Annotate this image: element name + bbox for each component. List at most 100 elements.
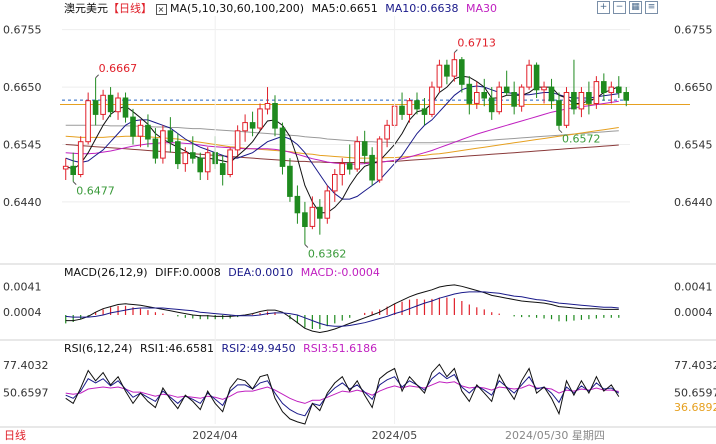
price-annotation: 0.6572 — [562, 133, 601, 146]
macd-dea-value: DEA:0.0010 — [228, 266, 294, 279]
candle-up — [62, 165, 69, 170]
candle-down — [317, 206, 323, 219]
macd-tick-right: 0.0041 — [674, 280, 713, 293]
candle-down — [279, 127, 286, 167]
price-tick-left: 0.6545 — [3, 138, 42, 151]
rsi-tick-right: 77.4032 — [674, 359, 716, 372]
candle-up — [384, 124, 390, 140]
candle-up — [608, 86, 615, 94]
rsi2-value: RSI2:49.9450 — [221, 342, 296, 355]
candle-down — [302, 212, 308, 228]
macd-tick-left: 0.0004 — [3, 306, 42, 319]
ma-toggle-icon[interactable]: × — [155, 3, 167, 15]
rsi3-value: RSI3:51.6186 — [303, 342, 378, 355]
candle-down — [272, 103, 278, 129]
price-annotation: 0.6713 — [457, 37, 496, 50]
candle-up — [77, 141, 84, 175]
macd-value: MACD:-0.0004 — [300, 266, 380, 279]
macd-diff-line — [65, 284, 619, 334]
footer-period-label[interactable]: 日线 — [4, 429, 26, 442]
annotation-leader — [72, 181, 77, 185]
rsi-header: RSI(6,12,24) RSI1:46.6581 RSI2:49.9450 R… — [64, 342, 377, 356]
candle-up — [100, 94, 106, 115]
candle-up — [518, 86, 525, 107]
price-tick-left: 0.6440 — [3, 196, 42, 209]
ma5-line — [65, 75, 620, 214]
ma60-line — [65, 127, 619, 159]
candle-down — [466, 83, 473, 104]
time-tick-label: 2024/05 — [372, 429, 418, 442]
candle-down — [294, 195, 301, 214]
candle-down — [190, 152, 196, 159]
candle-down — [571, 92, 577, 110]
macd-dea-line — [65, 291, 619, 327]
candle-up — [339, 163, 345, 176]
macd-diff-value: DIFF:0.0008 — [155, 266, 221, 279]
candle-up — [182, 152, 189, 165]
candle-down — [421, 108, 428, 115]
rsi1-line — [65, 363, 620, 425]
candle-up — [496, 86, 502, 113]
price-tick-right: 0.6545 — [674, 138, 713, 151]
candle-down — [503, 86, 510, 94]
candle-up — [376, 138, 383, 181]
candle-down — [444, 64, 450, 77]
candle-down — [287, 165, 293, 197]
candle-down — [346, 163, 353, 170]
candle-up — [257, 108, 263, 129]
candle-down — [481, 92, 487, 99]
candle-down — [616, 86, 622, 94]
candle-up — [593, 81, 600, 104]
ma30-value: MA30 — [466, 2, 498, 15]
price-annotation: 0.6477 — [76, 185, 115, 198]
candle-up — [242, 122, 248, 132]
grid-icon[interactable]: ▦ — [629, 1, 642, 14]
candle-down — [175, 141, 181, 165]
candle-down — [533, 64, 540, 91]
zoom-in-icon[interactable]: + — [597, 1, 610, 14]
rsi1-value: RSI1:46.6581 — [139, 342, 215, 355]
ma5-value: MA5:0.6651 — [311, 2, 378, 15]
candle-down — [249, 122, 256, 129]
candle-up — [85, 100, 91, 143]
macd-tick-left: 0.0041 — [3, 280, 42, 293]
annotation-leader — [95, 74, 99, 79]
candle-up — [309, 206, 316, 227]
price-tick-right: 0.6755 — [674, 24, 713, 37]
annotation-leader — [304, 244, 309, 248]
rsi-tick-right: 50.6597 — [674, 386, 716, 399]
candle-down — [414, 100, 420, 110]
candle-down — [586, 92, 592, 104]
ma100-line — [65, 124, 619, 144]
zoom-out-icon[interactable]: − — [613, 1, 626, 14]
candle-down — [122, 97, 129, 118]
time-tick-label: 2024/04 — [192, 429, 238, 442]
annotation-leader — [558, 129, 563, 134]
rsi-tick-left: 77.4032 — [3, 359, 49, 372]
price-tick-left: 0.6650 — [3, 81, 42, 94]
candle-up — [451, 59, 458, 77]
candle-down — [107, 94, 114, 113]
macd-header: MACD(26,12,9) DIFF:0.0008 DEA:0.0010 MAC… — [64, 266, 380, 280]
main-chart-header: 澳元美元【日线】 × MA(5,10,30,60,100,200) MA5:0.… — [64, 2, 497, 16]
candle-up — [115, 97, 121, 113]
settings-icon[interactable]: ≡ — [645, 1, 658, 14]
candle-down — [130, 116, 136, 137]
rsi3-line — [65, 381, 619, 404]
candle-down — [92, 100, 99, 115]
macd-params-label: MACD(26,12,9) — [64, 266, 148, 279]
ma-params-label: MA(5,10,30,60,100,200) — [170, 2, 305, 15]
candle-up — [429, 86, 435, 115]
period-label[interactable]: 【日线】 — [108, 2, 152, 15]
macd-tick-right: 0.0004 — [674, 306, 713, 319]
price-annotation: 0.6667 — [99, 62, 138, 75]
candle-down — [167, 130, 174, 143]
candle-down — [369, 154, 375, 181]
rsi-tick-right: 36.6892 — [674, 401, 716, 414]
candle-up — [264, 103, 271, 110]
rsi2-line — [65, 371, 620, 417]
candle-up — [474, 92, 480, 104]
candle-up — [332, 174, 338, 192]
candle-down — [197, 157, 203, 173]
